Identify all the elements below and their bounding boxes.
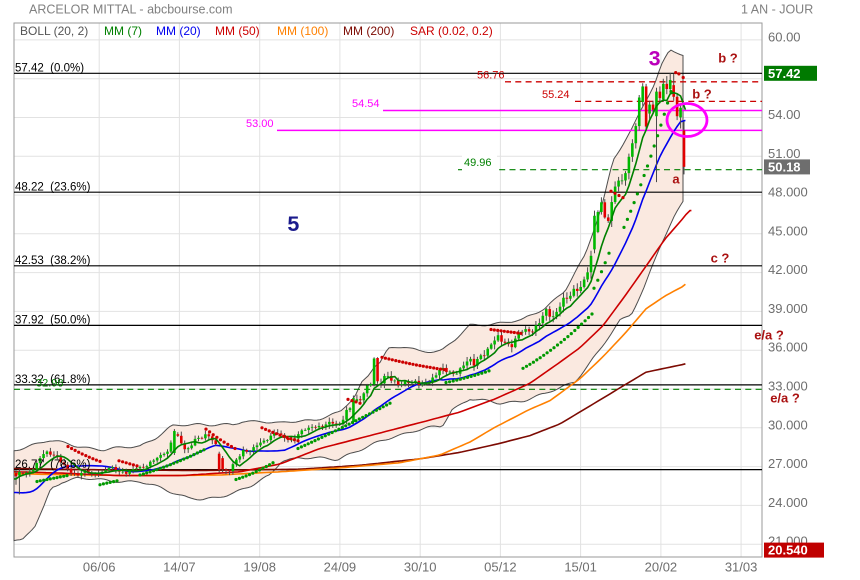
svg-text:53.00: 53.00 [246, 118, 274, 130]
svg-text:b ?: b ? [692, 87, 712, 102]
svg-text:a: a [672, 172, 680, 187]
svg-text:20.540: 20.540 [768, 543, 808, 558]
svg-text:32.98: 32.98 [36, 377, 64, 389]
svg-text:54.00: 54.00 [768, 107, 801, 122]
svg-text:50.18: 50.18 [768, 159, 801, 174]
svg-text:24.000: 24.000 [768, 495, 808, 510]
svg-text:36.000: 36.000 [768, 340, 808, 355]
svg-text:54.54: 54.54 [352, 98, 380, 110]
svg-text:b ?: b ? [718, 50, 738, 65]
svg-text:14/07: 14/07 [163, 560, 196, 575]
svg-text:33.32 (61.8%): 33.32 (61.8%) [15, 374, 91, 386]
svg-text:5: 5 [287, 212, 299, 236]
svg-text:e/a ?: e/a ? [754, 328, 784, 343]
svg-text:37.92 (50.0%): 37.92 (50.0%) [15, 315, 91, 327]
svg-text:MM (20): MM (20) [156, 24, 201, 38]
svg-text:BOLL (20, 2): BOLL (20, 2) [20, 24, 88, 38]
svg-text:06/06: 06/06 [83, 560, 116, 575]
svg-text:MM (50): MM (50) [215, 24, 260, 38]
svg-text:49.96: 49.96 [464, 157, 492, 169]
svg-text:ARCELOR MITTAL - abcbourse.com: ARCELOR MITTAL - abcbourse.com [29, 3, 233, 17]
svg-text:51.00: 51.00 [768, 146, 801, 161]
svg-text:39.000: 39.000 [768, 301, 808, 316]
svg-text:30/10: 30/10 [404, 560, 437, 575]
svg-text:15/01: 15/01 [564, 560, 597, 575]
svg-text:26.77 (78.6%): 26.77 (78.6%) [15, 459, 91, 471]
svg-text:1 AN - JOUR: 1 AN - JOUR [741, 3, 813, 17]
svg-text:57.42 (0.0%): 57.42 (0.0%) [15, 63, 84, 75]
svg-text:27.000: 27.000 [768, 456, 808, 471]
svg-text:SAR (0.02, 0.2): SAR (0.02, 0.2) [410, 24, 493, 38]
svg-text:05/12: 05/12 [484, 560, 517, 575]
svg-text:42.000: 42.000 [768, 262, 808, 277]
svg-text:20/02: 20/02 [645, 560, 678, 575]
svg-text:e/a ?: e/a ? [770, 391, 800, 406]
svg-text:24/09: 24/09 [324, 560, 357, 575]
svg-text:MM (200): MM (200) [343, 24, 394, 38]
svg-text:33.000: 33.000 [768, 379, 808, 394]
svg-text:56.76: 56.76 [477, 69, 505, 81]
svg-text:MM (7): MM (7) [104, 24, 142, 38]
svg-text:57.42: 57.42 [768, 66, 801, 81]
svg-text:45.000: 45.000 [768, 223, 808, 238]
svg-text:60.00: 60.00 [768, 29, 801, 44]
svg-text:42.53 (38.2%): 42.53 (38.2%) [15, 255, 91, 267]
svg-text:19/08: 19/08 [243, 560, 276, 575]
svg-text:MM (100): MM (100) [277, 24, 328, 38]
svg-text:c ?: c ? [711, 251, 730, 266]
svg-text:48.000: 48.000 [768, 185, 808, 200]
svg-text:31/03: 31/03 [725, 560, 758, 575]
svg-text:3: 3 [649, 47, 661, 71]
svg-text:30.000: 30.000 [768, 417, 808, 432]
svg-text:48.22 (23.6%): 48.22 (23.6%) [15, 181, 91, 193]
svg-text:55.24: 55.24 [542, 89, 570, 101]
